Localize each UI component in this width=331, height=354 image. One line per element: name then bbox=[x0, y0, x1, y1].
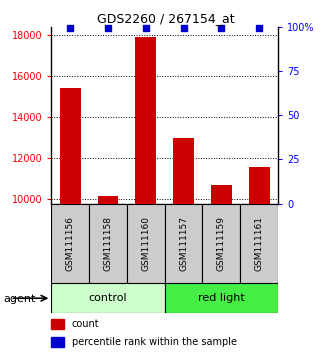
Bar bbox=[51, 337, 64, 347]
Bar bbox=[173, 138, 194, 354]
FancyBboxPatch shape bbox=[127, 204, 165, 283]
Text: agent: agent bbox=[3, 294, 36, 304]
FancyBboxPatch shape bbox=[51, 283, 165, 313]
Bar bbox=[211, 185, 232, 354]
Text: GSM111156: GSM111156 bbox=[66, 216, 75, 271]
FancyBboxPatch shape bbox=[165, 283, 278, 313]
Bar bbox=[135, 37, 156, 354]
Point bbox=[219, 25, 224, 31]
FancyBboxPatch shape bbox=[51, 204, 89, 283]
Bar bbox=[98, 196, 118, 354]
Bar bbox=[249, 166, 269, 354]
Text: GSM111161: GSM111161 bbox=[255, 216, 264, 271]
Bar bbox=[51, 319, 64, 329]
Point bbox=[181, 25, 186, 31]
Text: red light: red light bbox=[198, 293, 245, 303]
Bar bbox=[60, 88, 80, 354]
Text: GSM111158: GSM111158 bbox=[104, 216, 113, 271]
Text: percentile rank within the sample: percentile rank within the sample bbox=[72, 337, 237, 347]
Point bbox=[143, 25, 148, 31]
Text: GSM111159: GSM111159 bbox=[217, 216, 226, 271]
Text: GSM111160: GSM111160 bbox=[141, 216, 150, 271]
Text: count: count bbox=[72, 319, 99, 329]
Point bbox=[257, 25, 262, 31]
FancyBboxPatch shape bbox=[89, 204, 127, 283]
FancyBboxPatch shape bbox=[240, 204, 278, 283]
Text: GSM111157: GSM111157 bbox=[179, 216, 188, 271]
Point bbox=[105, 25, 111, 31]
FancyBboxPatch shape bbox=[203, 204, 240, 283]
Text: control: control bbox=[89, 293, 127, 303]
Text: GDS2260 / 267154_at: GDS2260 / 267154_at bbox=[97, 12, 234, 25]
Point bbox=[68, 25, 73, 31]
FancyBboxPatch shape bbox=[165, 204, 203, 283]
